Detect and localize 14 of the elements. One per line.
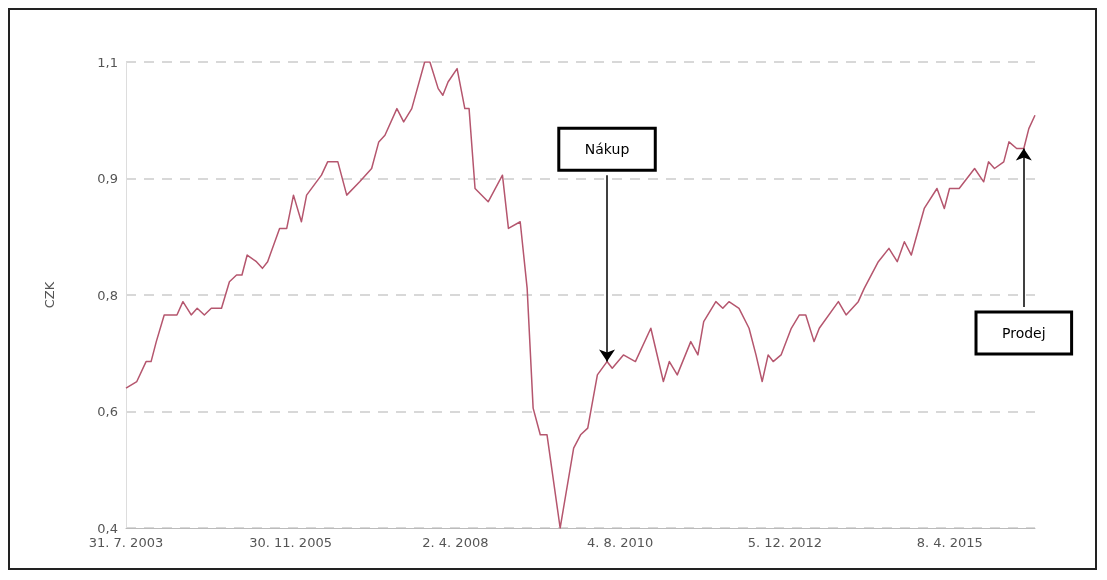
- y-tick-label: 0,6: [97, 404, 118, 419]
- y-tick-label: 0,8: [97, 287, 118, 303]
- y-tick-label: 1,1: [97, 54, 118, 70]
- y-tick-label: 0,4: [97, 520, 118, 536]
- x-tick-label: 5. 12. 2012: [747, 535, 823, 550]
- x-tick-label: 8. 4. 2015: [916, 535, 983, 550]
- annotation: Prodej: [1002, 324, 1046, 341]
- annotation: Nákup: [584, 141, 630, 158]
- y-axis-title: CZK: [42, 281, 57, 309]
- x-tick-label: 30. 11. 2005: [249, 535, 332, 550]
- x-tick-label: 31. 7. 2003: [88, 535, 164, 550]
- x-tick-label: 4. 8. 2010: [587, 535, 654, 550]
- x-tick-label: 2. 4. 2008: [422, 535, 489, 550]
- y-tick-label: 0,9: [97, 171, 118, 186]
